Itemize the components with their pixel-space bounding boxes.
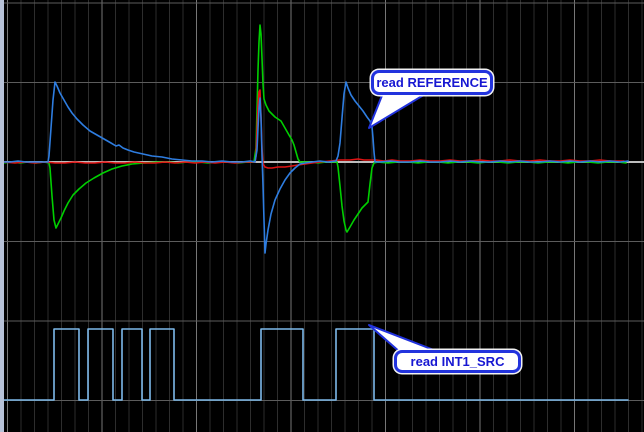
callout-tail-1 [368, 324, 440, 354]
trace-blue [2, 81, 629, 254]
callout-tails [368, 92, 440, 354]
trace-digital [2, 328, 629, 401]
callout-read-int1-src-label: read INT1_SRC [410, 354, 505, 369]
callout-tail-0 [368, 92, 428, 129]
callout-read-reference-label: read REFERENCE [376, 75, 488, 90]
callout-read-reference[interactable]: read REFERENCE [371, 70, 493, 95]
window-edge-strip [0, 0, 4, 432]
waveform-traces [2, 24, 629, 401]
vertical-gridlines [7, 0, 643, 432]
trace-red [2, 89, 625, 169]
trace-green [2, 24, 627, 233]
callout-read-int1-src[interactable]: read INT1_SRC [394, 350, 521, 373]
